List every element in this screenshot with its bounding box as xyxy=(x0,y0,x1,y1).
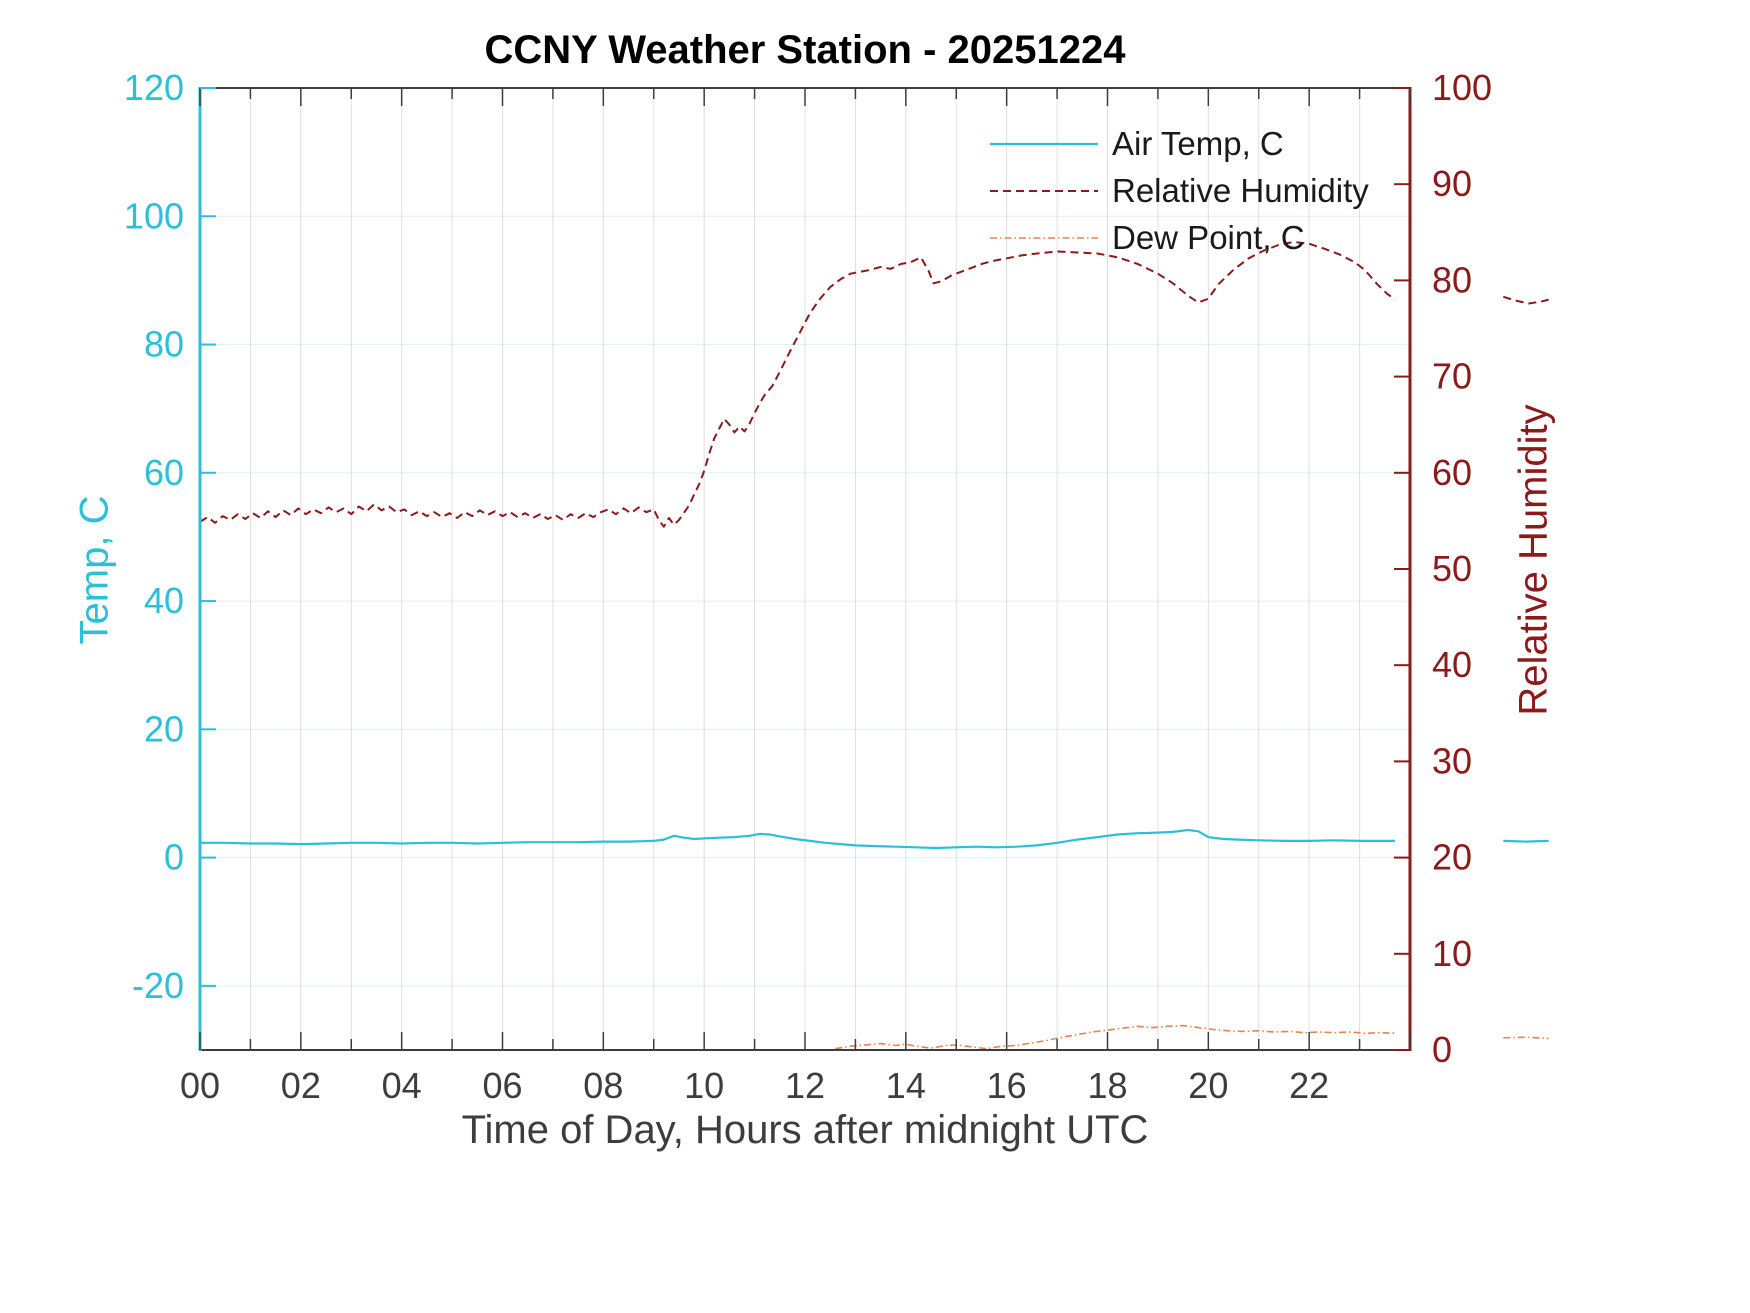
legend-label-air-temp: Air Temp, C xyxy=(1112,124,1284,162)
legend-item-relative-humidity: Relative Humidity xyxy=(988,167,1369,214)
right-y-tick-label: 50 xyxy=(1432,548,1472,589)
x-tick-label: 22 xyxy=(1289,1065,1329,1106)
x-tick-label: 10 xyxy=(684,1065,724,1106)
dew-point-line-icon xyxy=(990,236,1098,239)
x-tick-label: 08 xyxy=(583,1065,623,1106)
x-tick-label: 04 xyxy=(382,1065,422,1106)
legend-label-relative-humidity: Relative Humidity xyxy=(1112,171,1369,209)
left-y-tick-label: 20 xyxy=(144,708,184,749)
series-air-temp-c xyxy=(1503,839,1549,843)
series-relative-humidity xyxy=(1503,295,1549,305)
relative-humidity-line-icon xyxy=(990,189,1098,192)
series-air-temp-c xyxy=(200,828,1395,850)
right-y-tick-label: 80 xyxy=(1432,259,1472,300)
right-y-tick-label: 60 xyxy=(1432,452,1472,493)
legend-item-dew-point: Dew Point, C xyxy=(988,214,1369,261)
x-tick-label: 06 xyxy=(482,1065,522,1106)
x-tick-label: 20 xyxy=(1188,1065,1228,1106)
x-tick-label: 16 xyxy=(987,1065,1027,1106)
right-y-tick-label: 20 xyxy=(1432,837,1472,878)
right-y-tick-label: 70 xyxy=(1432,356,1472,397)
series-relative-humidity xyxy=(199,240,1396,528)
right-y-tick-label: 100 xyxy=(1432,67,1492,108)
left-y-tick-label: -20 xyxy=(132,965,184,1006)
left-y-tick-label: 0 xyxy=(164,837,184,878)
series-dew-point-c xyxy=(835,1024,1395,1050)
x-tick-label: 18 xyxy=(1087,1065,1127,1106)
right-y-tick-label: 40 xyxy=(1432,644,1472,685)
left-y-tick-label: 60 xyxy=(144,452,184,493)
left-y-tick-label: 100 xyxy=(124,195,184,236)
y-axis-label-right: Relative Humidity xyxy=(1511,404,1556,716)
legend-item-air-temp: Air Temp, C xyxy=(988,120,1369,167)
legend-label-dew-point: Dew Point, C xyxy=(1112,218,1305,256)
right-y-tick-label: 90 xyxy=(1432,163,1472,204)
right-y-tick-label: 0 xyxy=(1432,1029,1452,1070)
left-y-tick-label: 80 xyxy=(144,324,184,365)
x-axis-label: Time of Day, Hours after midnight UTC xyxy=(461,1108,1149,1152)
x-tick-label: 12 xyxy=(785,1065,825,1106)
right-y-tick-label: 10 xyxy=(1432,933,1472,974)
x-tick-label: 14 xyxy=(886,1065,926,1106)
left-y-tick-label: 120 xyxy=(124,67,184,108)
y-axis-label-left: Temp, C xyxy=(72,495,117,645)
x-tick-label: 02 xyxy=(281,1065,321,1106)
x-tick-label: 00 xyxy=(180,1065,220,1106)
series-dew-point-c xyxy=(1503,1036,1549,1040)
right-y-tick-label: 30 xyxy=(1432,740,1472,781)
air-temp-line-icon xyxy=(990,142,1098,145)
legend: Air Temp, C Relative Humidity Dew Point,… xyxy=(988,120,1369,261)
left-y-tick-label: 40 xyxy=(144,580,184,621)
chart-title: CCNY Weather Station - 20251224 xyxy=(484,28,1126,72)
